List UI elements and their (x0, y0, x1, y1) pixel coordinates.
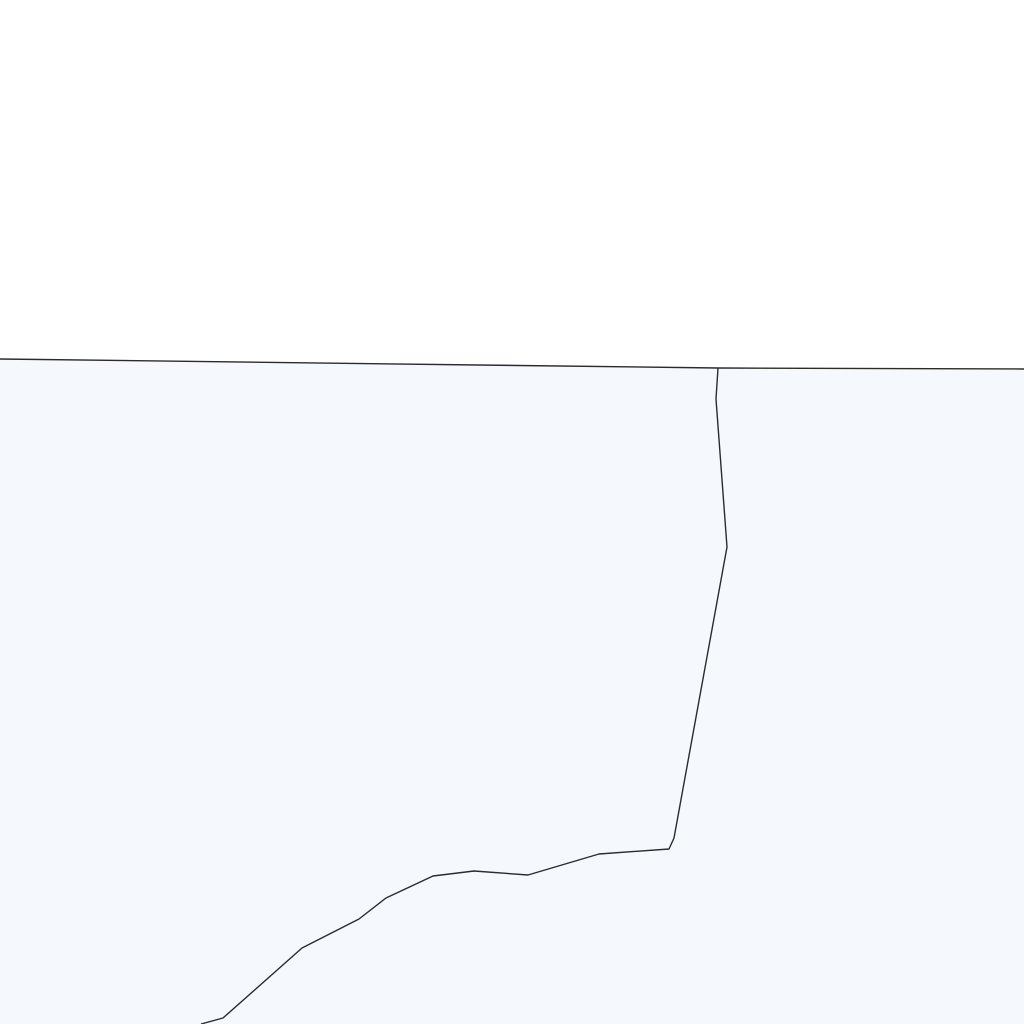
internal-border (200, 367, 728, 1024)
region-west[interactable] (0, 359, 727, 1024)
region-east[interactable] (201, 368, 1024, 1024)
